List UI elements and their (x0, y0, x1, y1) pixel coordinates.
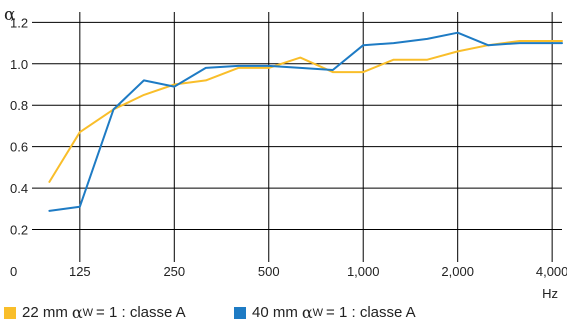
legend-swatch-40mm (234, 306, 246, 319)
x-tick-labels: 125 250 500 1,000 2,000 4,000 (69, 264, 567, 279)
y-axis-label: α (4, 5, 16, 25)
legend-size-22mm: 22 mm (22, 304, 68, 321)
series-line-22mm (48, 40, 563, 183)
x-tick-label: 250 (163, 264, 185, 279)
y-tick-label: 0.2 (10, 223, 28, 238)
grid-lines (32, 12, 562, 262)
y-tick-label: 0 (10, 264, 17, 279)
x-tick-label: 500 (258, 264, 280, 279)
legend-swatch-22mm (4, 306, 16, 319)
absorption-chart: 0 0.2 0.4 0.6 0.8 1.0 1.2 125 250 500 1,000 2,000 4… (4, 5, 567, 300)
x-tick-label: 4,000 (536, 264, 567, 279)
legend-alpha-22mm: α (71, 303, 83, 322)
series-lines (48, 31, 563, 212)
y-tick-label: 0.8 (10, 98, 28, 113)
y-tick-labels: 0 0.2 0.4 0.6 0.8 1.0 1.2 (10, 15, 28, 279)
x-tick-label: 2,000 (441, 264, 474, 279)
y-tick-label: 1.2 (10, 15, 28, 30)
series-line-40mm (48, 31, 563, 212)
x-tick-label: 1,000 (347, 264, 380, 279)
y-tick-label: 1.0 (10, 57, 28, 72)
x-tick-label: 125 (69, 264, 91, 279)
legend-sub-40mm: W (312, 306, 324, 319)
legend-alpha-40mm: α (301, 303, 313, 322)
y-tick-label: 0.6 (10, 140, 28, 155)
legend-rest-22mm: = 1 : classe A (96, 304, 186, 321)
x-axis-label: Hz (542, 286, 558, 300)
legend-sub-22mm: W (82, 306, 94, 319)
legend-rest-40mm: = 1 : classe A (326, 304, 416, 321)
legend-size-40mm: 40 mm (252, 304, 298, 321)
y-tick-label: 0.4 (10, 181, 28, 196)
